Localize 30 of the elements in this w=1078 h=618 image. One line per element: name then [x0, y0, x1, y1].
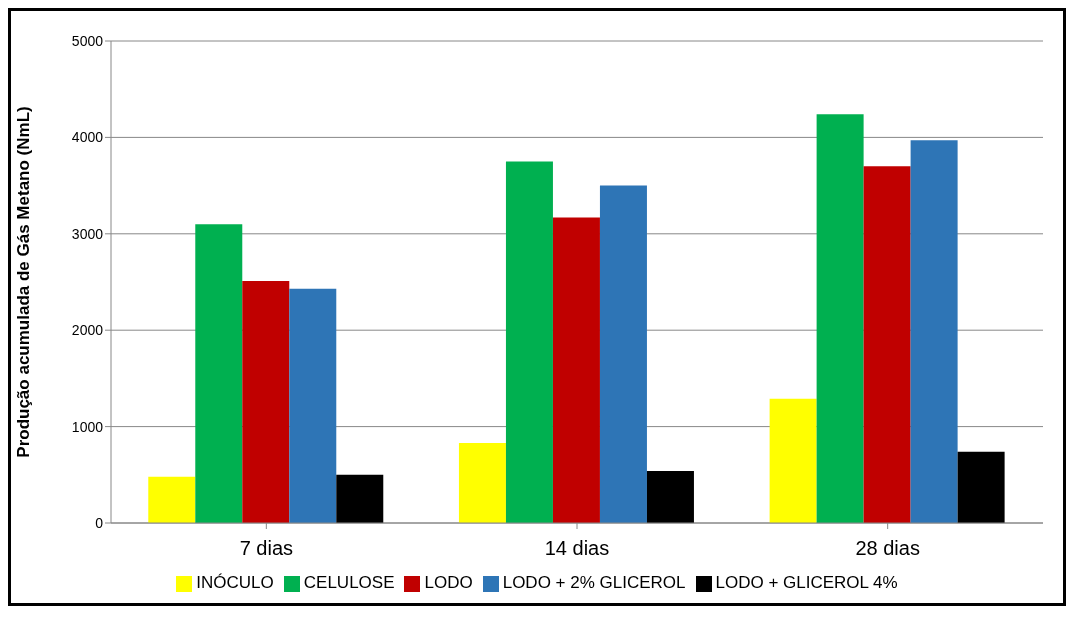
bar	[646, 470, 694, 523]
bar	[458, 442, 506, 523]
legend-label: LODO + 2% GLICEROL	[502, 573, 686, 592]
y-tick-label: 5000	[71, 32, 104, 49]
bar	[289, 288, 337, 523]
bar	[505, 161, 553, 523]
bar	[599, 185, 647, 523]
y-tick-label: 4000	[71, 129, 104, 146]
bar	[769, 398, 817, 523]
bar	[910, 140, 958, 523]
bar	[957, 451, 1005, 523]
bar	[863, 166, 911, 523]
bar	[242, 281, 290, 523]
y-tick-label: 3000	[71, 225, 104, 242]
x-tick-label: 7 dias	[239, 537, 294, 560]
y-tick-label: 2000	[71, 322, 104, 339]
y-tick-label: 0	[95, 514, 104, 531]
x-tick-label: 28 dias	[855, 537, 920, 560]
legend-label: INÓCULO	[196, 573, 274, 592]
bar	[816, 114, 864, 523]
bar	[336, 474, 384, 523]
bar	[195, 224, 243, 523]
bar	[552, 217, 600, 523]
legend-label: CELULOSE	[303, 573, 395, 592]
legend-label: LODO + GLICEROL 4%	[715, 573, 898, 592]
legend-label: LODO	[424, 573, 473, 592]
y-axis-title: Produção acumulada de Gás Metano (NmL)	[14, 106, 34, 458]
bar	[148, 476, 196, 523]
y-tick-label: 1000	[71, 418, 104, 435]
x-tick-label: 14 dias	[544, 537, 610, 560]
